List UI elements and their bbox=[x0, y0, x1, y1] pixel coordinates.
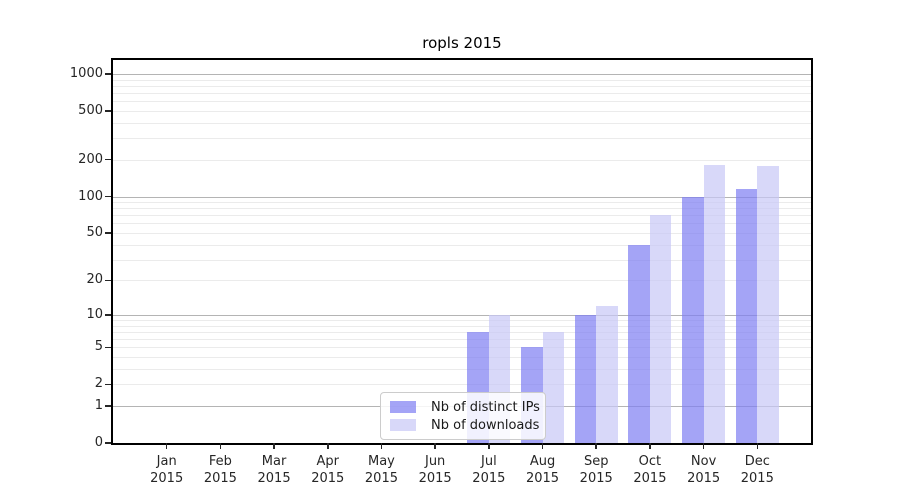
gridline-minor bbox=[113, 347, 811, 349]
gridline-major bbox=[113, 196, 811, 198]
x-axis-tick bbox=[434, 443, 436, 449]
chart-title: ropls 2015 bbox=[422, 34, 502, 52]
x-axis-tick bbox=[541, 443, 544, 449]
y-axis-tick-label: 1000 bbox=[69, 66, 103, 81]
y-axis-tick-label: 200 bbox=[78, 151, 103, 167]
gridline-minor bbox=[113, 110, 811, 112]
gridline-minor bbox=[113, 138, 811, 140]
gridline-minor bbox=[113, 202, 811, 204]
y-axis-tick-label: 10 bbox=[86, 306, 103, 322]
x-axis-tick-label: Sep 2015 bbox=[579, 454, 613, 486]
x-axis-tick bbox=[756, 443, 759, 449]
gridline-minor bbox=[113, 320, 811, 322]
gridline-minor bbox=[113, 122, 811, 124]
gridline-minor bbox=[113, 93, 811, 95]
x-axis-tick-label: Oct 2015 bbox=[633, 454, 667, 486]
gridline-minor bbox=[113, 85, 811, 87]
x-axis-tick bbox=[219, 443, 222, 449]
gridline-minor bbox=[113, 339, 811, 341]
gridline-minor bbox=[113, 331, 811, 333]
legend-label-downloads: Nb of downloads bbox=[431, 417, 540, 433]
y-axis-tick bbox=[105, 232, 111, 234]
y-axis-tick-label: 50 bbox=[86, 224, 103, 240]
y-axis-tick-label: 0 bbox=[94, 435, 103, 450]
x-axis-tick bbox=[702, 443, 705, 449]
x-axis-tick bbox=[488, 443, 490, 449]
x-axis-tick bbox=[380, 443, 383, 449]
gridline-minor bbox=[113, 384, 811, 386]
gridline-minor bbox=[113, 325, 811, 327]
y-axis-tick bbox=[105, 279, 111, 282]
y-axis-tick-label: 20 bbox=[86, 272, 103, 288]
bar-nb-of-distinct-ips bbox=[735, 189, 758, 443]
gridline-minor bbox=[113, 215, 811, 217]
y-axis-tick bbox=[105, 442, 111, 444]
y-axis-tick bbox=[105, 383, 111, 386]
y-axis-tick bbox=[105, 346, 111, 349]
bar-nb-of-downloads bbox=[649, 215, 672, 443]
x-axis-tick-label: Jul 2015 bbox=[472, 454, 506, 486]
legend-swatch-distinct-ips bbox=[390, 401, 416, 413]
legend: Nb of distinct IPs Nb of downloads bbox=[380, 392, 546, 440]
y-axis-tick bbox=[105, 73, 111, 75]
y-axis-tick-label: 5 bbox=[94, 339, 103, 355]
y-axis-tick-label: 500 bbox=[78, 102, 103, 118]
legend-label-distinct-ips: Nb of distinct IPs bbox=[431, 399, 540, 415]
x-axis-tick-label: Apr 2015 bbox=[311, 454, 345, 486]
gridline-minor bbox=[113, 280, 811, 282]
x-axis-tick-label: Jan 2015 bbox=[150, 454, 184, 486]
x-axis-tick bbox=[165, 443, 168, 449]
gridline-minor bbox=[113, 357, 811, 359]
gridline-minor bbox=[113, 208, 811, 210]
bar-nb-of-downloads bbox=[542, 331, 564, 443]
x-axis-tick-label: Aug 2015 bbox=[525, 454, 560, 486]
x-axis-tick-label: Nov 2015 bbox=[687, 454, 721, 486]
legend-swatch-downloads bbox=[390, 419, 416, 431]
bar-nb-of-downloads bbox=[703, 165, 726, 443]
gridline-minor bbox=[113, 223, 811, 225]
gridline-minor bbox=[113, 159, 811, 161]
bar-nb-of-downloads bbox=[757, 165, 779, 443]
y-axis-tick bbox=[105, 195, 111, 198]
y-axis-tick-label: 2 bbox=[94, 376, 103, 392]
gridline-minor bbox=[113, 368, 811, 370]
bar-nb-of-downloads bbox=[596, 306, 618, 443]
x-axis-tick-label: Feb 2015 bbox=[203, 454, 237, 486]
legend-item-distinct-ips: Nb of distinct IPs bbox=[381, 400, 545, 415]
gridline-minor bbox=[113, 101, 811, 103]
gridline-major bbox=[113, 74, 811, 75]
x-axis-tick-label: May 2015 bbox=[364, 454, 398, 486]
x-axis-tick-label: Mar 2015 bbox=[257, 454, 291, 486]
y-axis-tick bbox=[105, 158, 111, 161]
x-axis-tick bbox=[327, 443, 329, 449]
y-axis-tick bbox=[105, 314, 111, 316]
gridline-minor bbox=[113, 232, 811, 234]
bar-nb-of-distinct-ips bbox=[574, 314, 597, 443]
x-axis-tick bbox=[273, 443, 275, 449]
y-axis-tick bbox=[105, 110, 111, 112]
gridline-minor bbox=[113, 79, 811, 81]
x-axis-tick bbox=[649, 443, 651, 449]
gridline-major bbox=[113, 314, 811, 316]
bar-nb-of-distinct-ips bbox=[628, 244, 650, 443]
bar-nb-of-distinct-ips bbox=[682, 196, 704, 443]
x-axis-tick bbox=[595, 443, 597, 449]
y-axis-tick-label: 100 bbox=[78, 188, 103, 204]
y-axis-tick-label: 1 bbox=[94, 397, 103, 413]
plot-area bbox=[111, 58, 813, 445]
x-axis-tick-label: Jun 2015 bbox=[418, 454, 452, 486]
x-axis-tick-label: Dec 2015 bbox=[740, 454, 774, 486]
gridline-minor bbox=[113, 259, 811, 261]
gridline-minor bbox=[113, 244, 811, 246]
y-axis-tick bbox=[105, 405, 111, 407]
legend-item-downloads: Nb of downloads bbox=[381, 418, 545, 433]
